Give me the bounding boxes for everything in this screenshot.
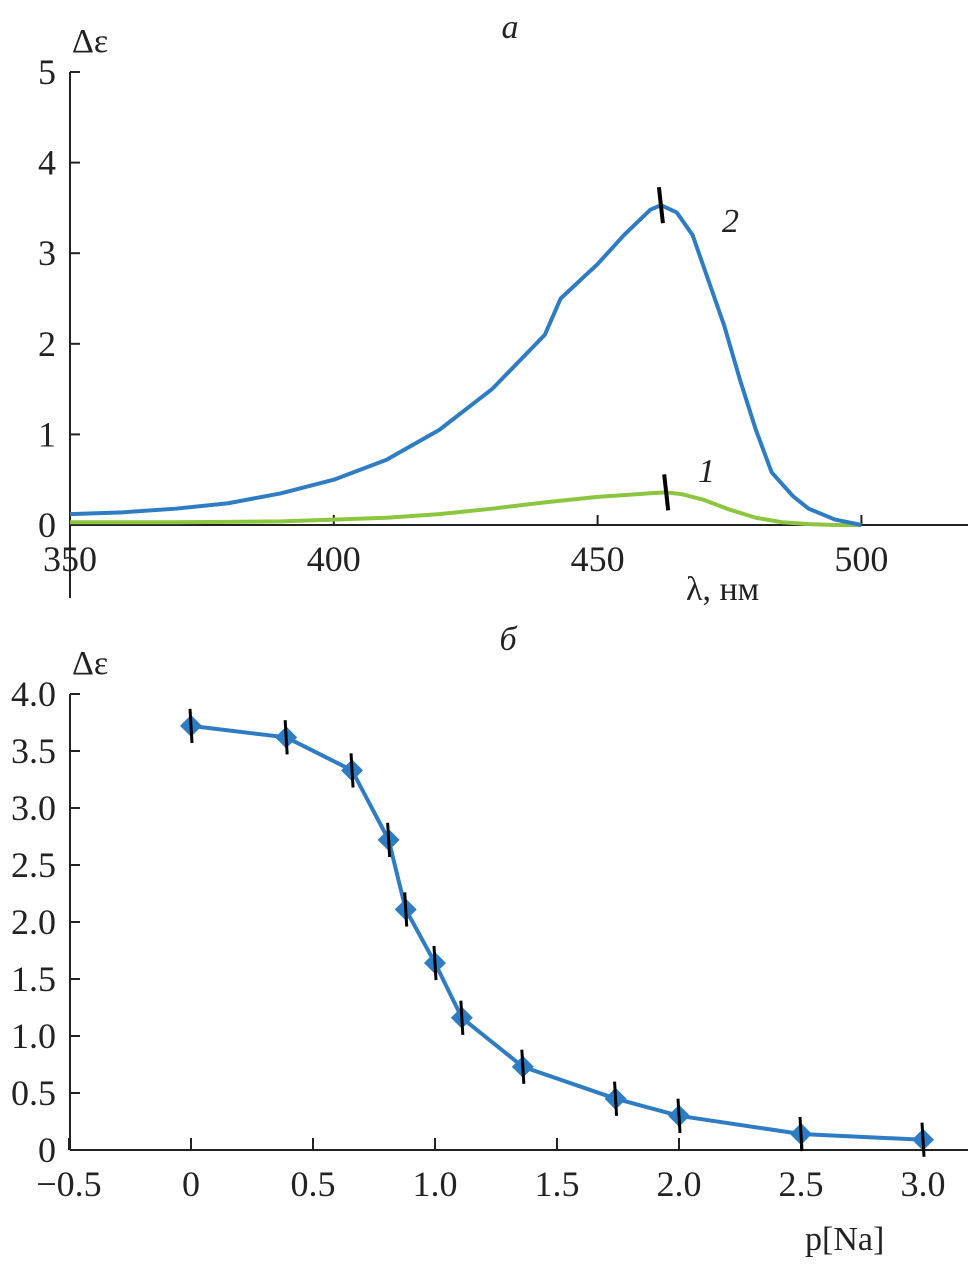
panel-b: б Δε p[Na] 0 0.5 1.0 1.5 2.0 2.5 3.0 3.5 4.0 −0.5… xyxy=(11,621,968,1258)
x-tick-label: 500 xyxy=(834,539,888,579)
error-bar xyxy=(403,892,409,927)
error-bar xyxy=(798,1116,804,1152)
y-tick-label: 2.0 xyxy=(11,902,56,942)
y-tick-label: 0.5 xyxy=(11,1073,56,1113)
series-1-label: 1 xyxy=(698,453,715,490)
y-tick-label: 2.5 xyxy=(11,845,56,885)
error-bar xyxy=(459,1000,465,1035)
panel-a-ylabel: Δε xyxy=(72,23,108,60)
y-tick-label: 1.5 xyxy=(11,959,56,999)
error-bar xyxy=(432,945,438,981)
data-line xyxy=(190,723,924,1142)
y-tick-label: 5 xyxy=(38,52,56,92)
x-tick-label: 1.0 xyxy=(413,1164,458,1204)
error-bar xyxy=(920,1122,926,1157)
y-tick-label: 4 xyxy=(38,143,56,183)
x-tick-label: 350 xyxy=(43,539,97,579)
series-2-label: 2 xyxy=(722,203,739,240)
panel-b-ylabel: Δε xyxy=(72,645,108,682)
x-tick-label: 2.0 xyxy=(657,1164,702,1204)
x-tick-label: 450 xyxy=(571,539,625,579)
panel-a-label: a xyxy=(502,9,519,46)
y-tick-label: 0 xyxy=(38,1130,56,1170)
series-2-line xyxy=(69,203,862,527)
x-tick-label: 3.0 xyxy=(901,1164,946,1204)
series-2-marker xyxy=(656,186,665,224)
y-tick-label: 3.0 xyxy=(11,788,56,828)
series-1-marker xyxy=(662,474,671,511)
y-tick-label: 1 xyxy=(38,414,56,454)
y-tick-label: 4.0 xyxy=(11,674,56,714)
error-bar xyxy=(676,1098,682,1133)
error-bar xyxy=(283,720,289,755)
panel-b-xlabel: p[Na] xyxy=(805,1221,884,1258)
panel-b-label: б xyxy=(499,621,518,658)
x-tick-label: 1.5 xyxy=(535,1164,580,1204)
x-tick-label: 0.5 xyxy=(291,1164,336,1204)
error-bar xyxy=(613,1081,619,1116)
y-tick-label: 0 xyxy=(38,505,56,545)
error-bar xyxy=(520,1049,526,1084)
y-tick-label: 3 xyxy=(38,233,56,273)
y-tick-label: 2 xyxy=(38,324,56,364)
x-tick-label: −0.5 xyxy=(36,1164,101,1204)
panel-a: a Δε λ, нм 2 1 0 1 2 3 4 5 350 400 450 500 xyxy=(38,9,968,608)
panel-a-xlabel: λ, нм xyxy=(686,571,759,608)
error-bar xyxy=(188,708,194,744)
y-tick-label: 3.5 xyxy=(11,731,56,771)
series-1-line xyxy=(70,490,862,527)
x-tick-label: 0 xyxy=(182,1164,200,1204)
error-bar xyxy=(386,822,392,858)
x-tick-label: 400 xyxy=(307,539,361,579)
error-bar xyxy=(349,753,355,788)
y-tick-label: 1.0 xyxy=(11,1016,56,1056)
x-tick-label: 2.5 xyxy=(779,1164,824,1204)
